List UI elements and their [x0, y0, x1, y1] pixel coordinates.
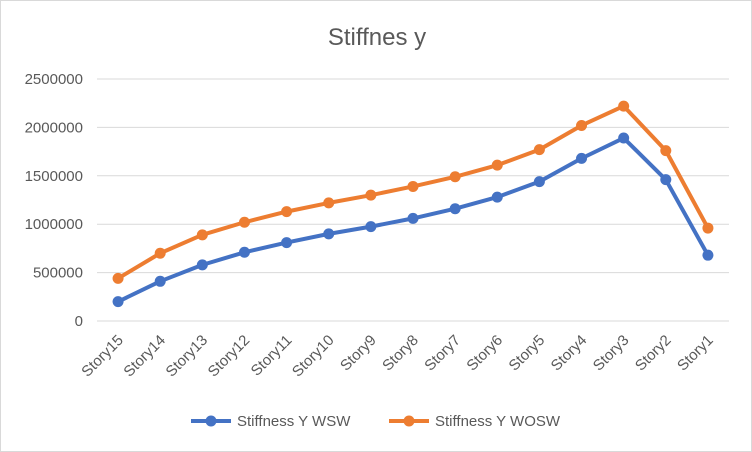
y-tick-label: 0: [75, 313, 83, 330]
x-axis-ticks: Story15Story14Story13Story12Story11Story…: [78, 332, 716, 381]
y-tick-label: 500000: [33, 265, 83, 282]
data-point: [491, 191, 503, 203]
x-tick-label: Story2: [632, 332, 675, 375]
data-point: [407, 180, 419, 192]
legend-marker: [205, 415, 217, 427]
x-tick-label: Story12: [205, 332, 254, 381]
data-point: [407, 212, 419, 224]
x-tick-label: Story11: [248, 332, 296, 380]
data-point: [281, 206, 293, 218]
data-point: [365, 221, 377, 233]
data-point: [196, 229, 208, 241]
data-point: [154, 275, 166, 287]
data-point: [618, 100, 630, 112]
data-point: [660, 145, 672, 157]
y-tick-label: 1000000: [25, 216, 83, 233]
x-tick-label: Story1: [674, 332, 717, 375]
data-point: [449, 171, 461, 183]
gridlines: [97, 78, 729, 322]
x-tick-label: Story15: [78, 332, 127, 381]
y-tick-label: 2500000: [25, 71, 83, 88]
x-tick-label: Story5: [506, 332, 549, 375]
data-point: [281, 237, 293, 249]
x-tick-label: Story10: [289, 332, 338, 381]
series-line-1: [116, 104, 710, 281]
data-point: [702, 222, 714, 234]
data-point: [660, 174, 672, 186]
chart-title: Stiffnes y: [328, 24, 426, 51]
data-point: [323, 197, 335, 209]
x-tick-label: Story7: [421, 332, 464, 375]
x-tick-label: Story13: [163, 332, 212, 381]
y-axis-ticks: 0 500000 1000000 1500000 2000000 2500000: [25, 71, 83, 330]
data-point: [196, 259, 208, 271]
data-point: [112, 272, 124, 284]
x-tick-label: Story3: [590, 332, 633, 375]
legend: Stiffness Y WSW Stiffness Y WOSW: [191, 413, 561, 430]
data-point: [112, 296, 124, 308]
data-point: [449, 203, 461, 215]
legend-label: Stiffness Y WSW: [237, 413, 351, 430]
data-point: [618, 132, 630, 144]
data-point: [702, 249, 714, 261]
data-point: [365, 189, 377, 201]
y-tick-label: 1500000: [25, 168, 83, 185]
data-point: [533, 144, 545, 156]
data-point: [576, 152, 588, 164]
data-point: [491, 159, 503, 171]
x-tick-label: Story9: [337, 332, 380, 375]
x-tick-label: Story14: [120, 332, 169, 381]
legend-marker: [403, 415, 415, 427]
data-point: [576, 119, 588, 131]
x-tick-label: Story8: [379, 332, 422, 375]
data-point: [533, 176, 545, 188]
y-tick-label: 2000000: [25, 119, 83, 136]
data-point: [238, 246, 250, 258]
x-tick-label: Story4: [548, 332, 591, 375]
data-point: [154, 247, 166, 259]
series-group: [112, 100, 714, 308]
data-point: [323, 228, 335, 240]
data-point: [238, 216, 250, 228]
x-tick-label: Story6: [463, 332, 506, 375]
legend-label: Stiffness Y WOSW: [435, 413, 561, 430]
